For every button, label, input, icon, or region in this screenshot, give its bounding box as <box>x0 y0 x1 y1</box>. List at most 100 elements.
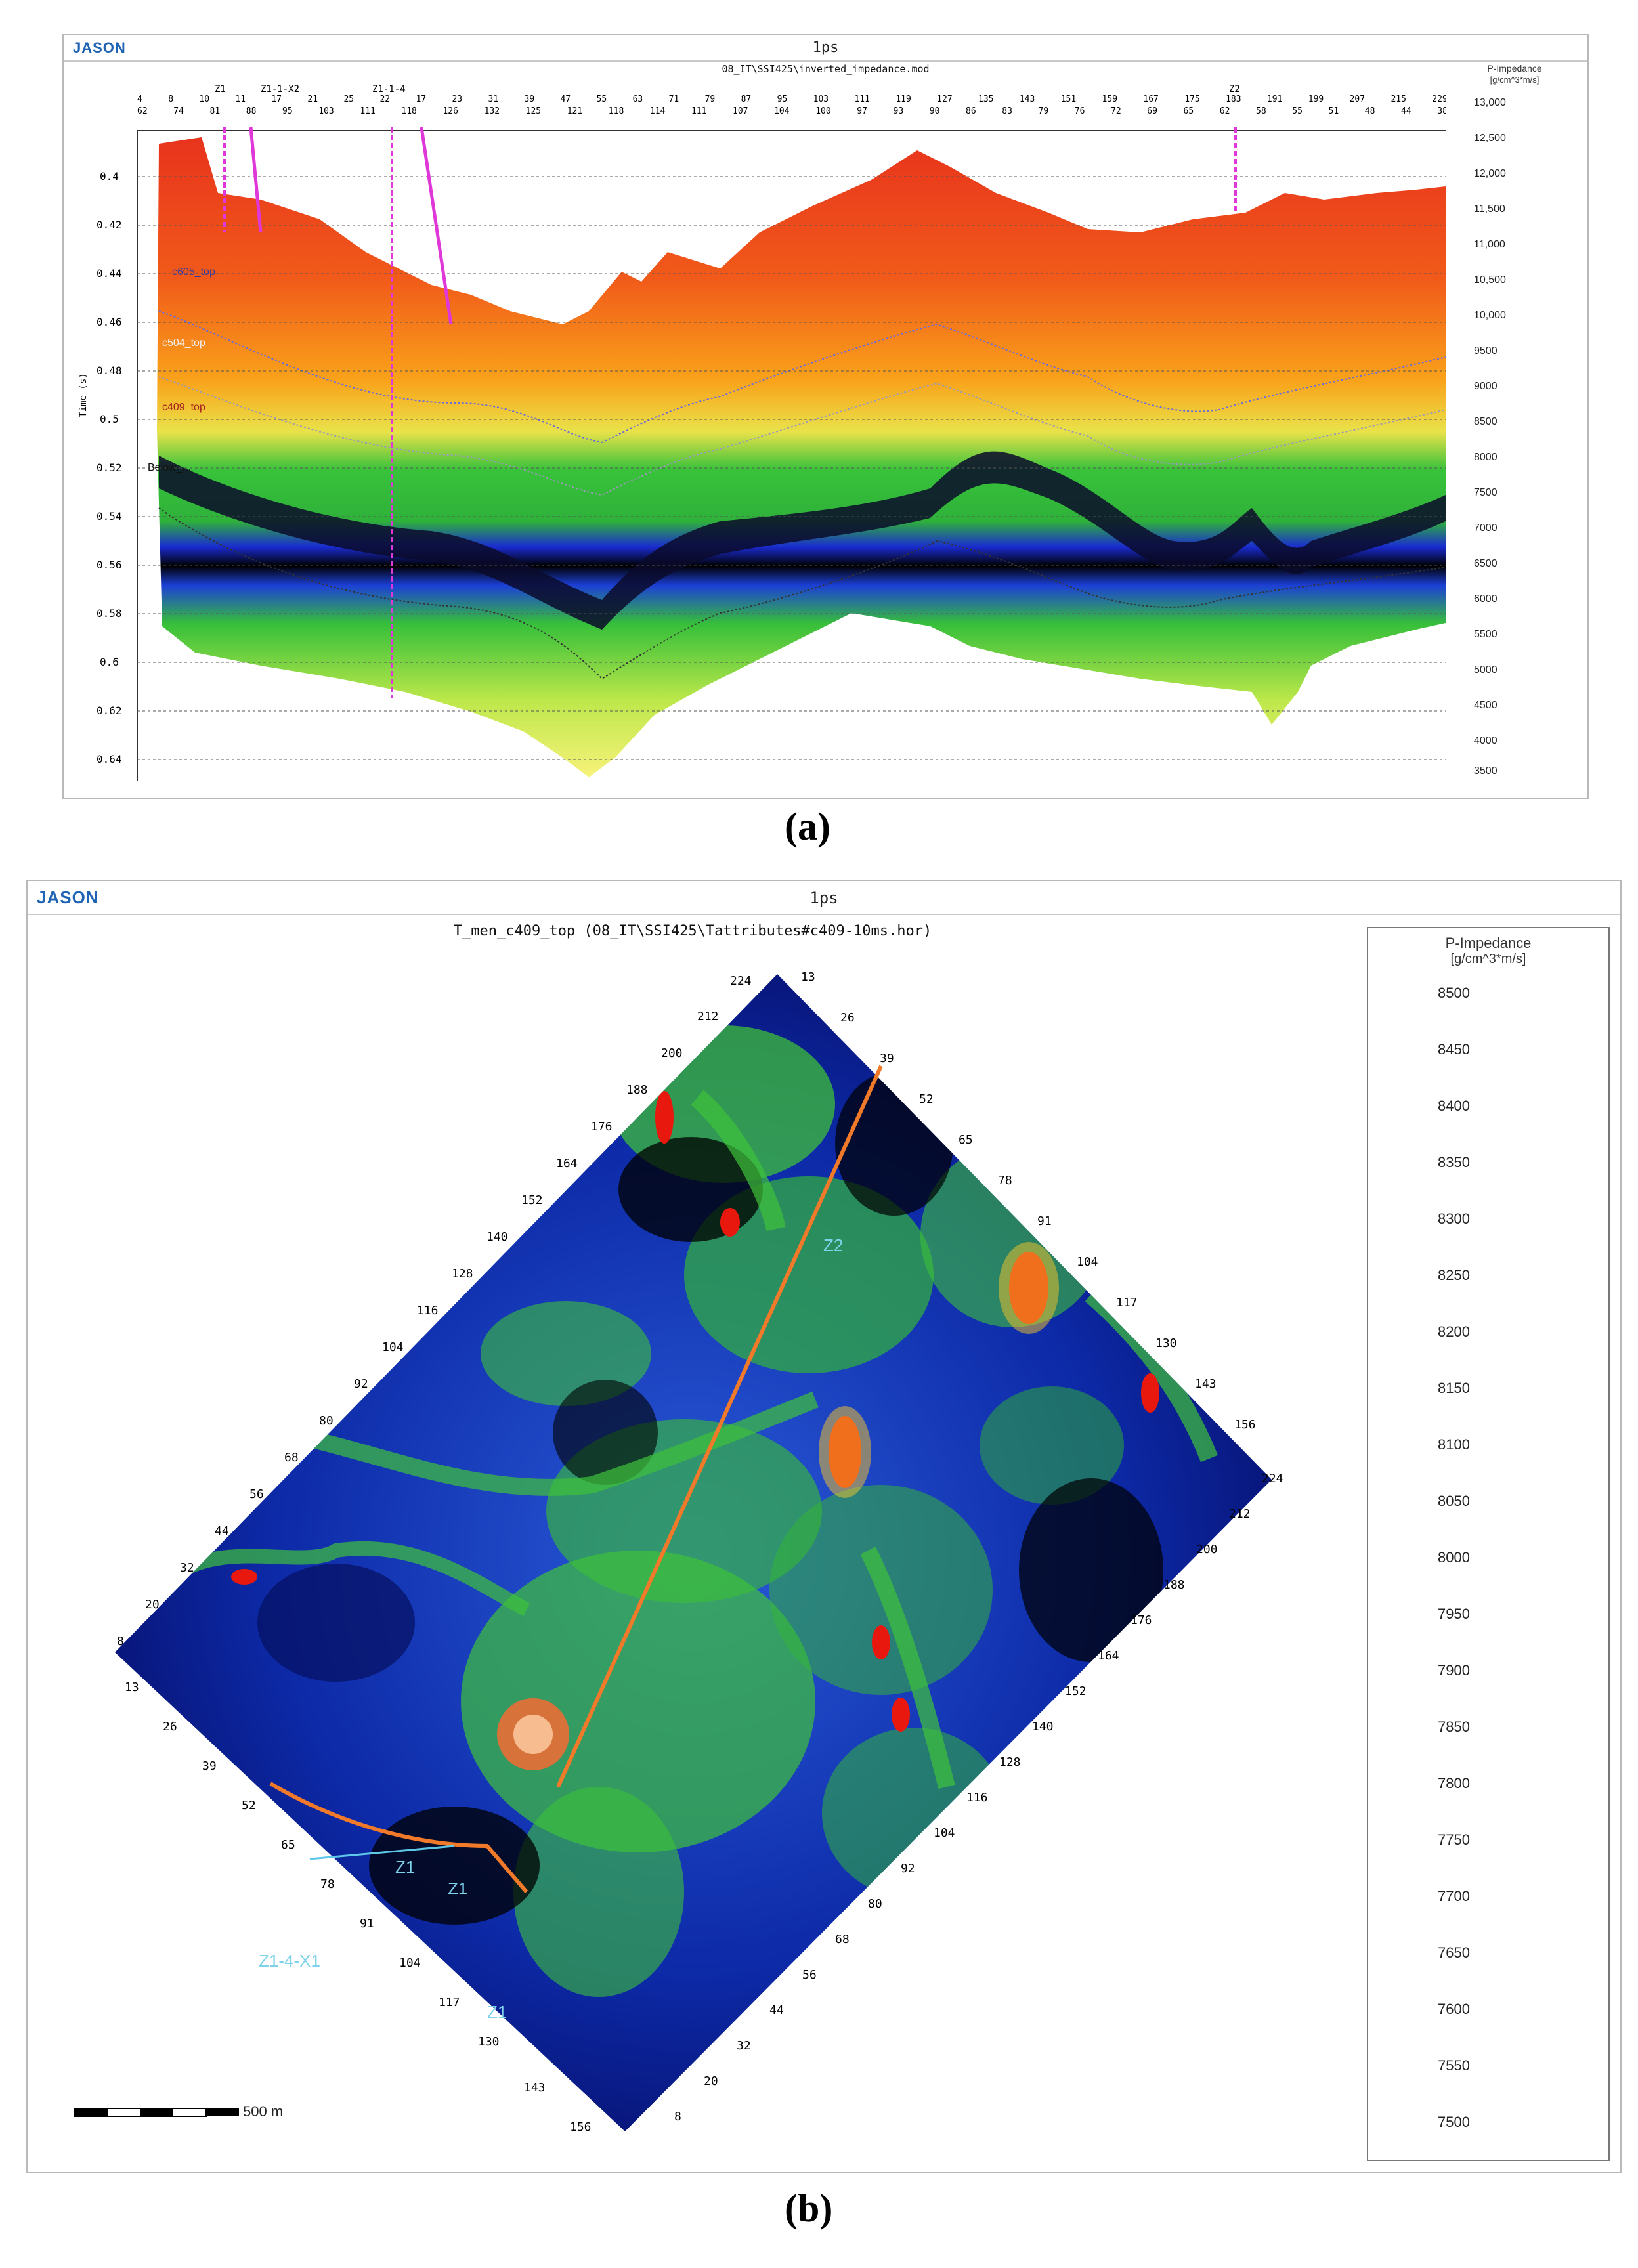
tick: 63 <box>632 95 643 104</box>
edge-label: 224 <box>1262 1472 1283 1486</box>
well-z1-1-x2-trace <box>249 127 263 233</box>
legend-label: 8500 <box>1438 985 1470 1001</box>
edge-label: 164 <box>1098 1649 1119 1663</box>
tick: 151 <box>1060 95 1077 104</box>
edge-label: 104 <box>1077 1255 1098 1269</box>
tick: 229 <box>1432 95 1448 104</box>
tick: 132 <box>484 106 500 116</box>
green-patch <box>481 1301 651 1406</box>
tick: 17 <box>271 95 282 104</box>
tick: 107 <box>733 106 748 116</box>
edge-label: 68 <box>835 1933 850 1946</box>
legend-label: 7800 <box>1438 1775 1470 1791</box>
green-patch <box>684 1176 934 1373</box>
legend-unit: [g/cm^3*m/s] <box>1450 952 1526 966</box>
panel-a-mode-label: 1ps <box>812 39 839 56</box>
panel-a-section-plot[interactable] <box>64 35 1590 800</box>
legend-label: 12,000 <box>1474 168 1506 179</box>
tick: 79 <box>1038 106 1049 116</box>
tick: 207 <box>1349 95 1366 104</box>
legend-label: 8000 <box>1438 1549 1470 1566</box>
caption-b: (b) <box>785 2187 833 2230</box>
edge-label: 68 <box>284 1451 299 1465</box>
legend-label: 11,500 <box>1474 203 1505 215</box>
well-label-z2: Z2 <box>1229 84 1240 95</box>
legend-label: 7950 <box>1438 1606 1470 1622</box>
high-anomaly <box>655 1091 674 1144</box>
tick: 103 <box>318 106 334 116</box>
edge-label: 32 <box>180 1561 194 1575</box>
edge-label: 52 <box>242 1799 256 1812</box>
tick: 38 <box>1437 106 1448 116</box>
panel-a-window: JASON 1ps 08_IT\SSI425\inverted_impedanc… <box>62 34 1589 799</box>
map-well-label-z2: Z2 <box>823 1235 844 1255</box>
low-patch <box>835 1071 953 1216</box>
tick: 199 <box>1308 95 1324 104</box>
legend-label: 4500 <box>1474 700 1498 711</box>
high-anomaly <box>1088 1204 1107 1228</box>
tick: 71 <box>668 95 679 104</box>
edge-label: 32 <box>737 2039 751 2053</box>
tick: 44 <box>1401 106 1412 116</box>
edge-label: 200 <box>1196 1543 1218 1556</box>
edge-label: 130 <box>478 2035 500 2049</box>
high-anomaly <box>999 1242 1059 1334</box>
panel-b-titlebar: JASON 1ps <box>28 881 1620 915</box>
tick: 103 <box>813 95 829 104</box>
map-well-label-z1a: Z1 <box>395 1857 416 1877</box>
tick: 83 <box>1002 106 1012 116</box>
edge-label: 156 <box>1234 1418 1256 1432</box>
tick: 97 <box>857 106 867 116</box>
tick: 126 <box>442 106 458 116</box>
tick: 21 <box>307 95 318 104</box>
well-label-z1-1-4: Z1-1-4 <box>372 84 406 95</box>
tick: 4 <box>137 95 142 104</box>
legend-label: 4000 <box>1474 735 1498 746</box>
edge-label: 200 <box>661 1046 683 1060</box>
tick: 48 <box>1364 106 1375 116</box>
low-patch <box>257 1564 415 1682</box>
well-label-z1: Z1 <box>215 84 226 95</box>
edge-label: 176 <box>591 1120 613 1134</box>
tick: 8 <box>168 95 174 104</box>
legend-label: 8000 <box>1474 452 1498 463</box>
horizon-label-c409: c409_top <box>162 402 205 413</box>
tick: 175 <box>1184 95 1200 104</box>
panel-a-ylabel: Time (s) <box>78 373 89 417</box>
low-impedance-layer <box>159 451 1446 630</box>
well-path-cyan <box>309 1845 455 1860</box>
edge-label: 39 <box>880 1052 894 1065</box>
tick: 143 <box>1019 95 1035 104</box>
tick: 76 <box>1074 106 1085 116</box>
tick: 25 <box>343 95 355 104</box>
tick: 93 <box>893 106 904 116</box>
tick: 167 <box>1143 95 1159 104</box>
panel-a-titlebar: JASON 1ps <box>64 35 1587 62</box>
legend-unit: [g/cm^3*m/s] <box>1490 75 1540 85</box>
panel-b-mode-label: 1ps <box>809 889 838 907</box>
tick: 111 <box>691 106 707 116</box>
top-axis-row1: 4 8 10 11 17 21 25 22 17 23 31 39 47 55 … <box>137 95 1448 104</box>
legend-label: 7600 <box>1438 2001 1470 2017</box>
edge-label: 116 <box>417 1304 439 1317</box>
tick: 127 <box>937 95 953 104</box>
ytick: 0.54 <box>97 510 122 523</box>
tick: 31 <box>488 95 499 104</box>
ytick: 0.58 <box>97 607 122 620</box>
tick: 86 <box>966 106 976 116</box>
green-patch <box>513 1787 684 1997</box>
linear-feature <box>860 1547 955 1789</box>
edge-label: 212 <box>697 1010 719 1023</box>
low-patch <box>369 1807 540 1925</box>
ytick: 0.46 <box>97 316 122 328</box>
legend-label: 9000 <box>1474 381 1498 392</box>
tick: 72 <box>1111 106 1121 116</box>
high-anomaly <box>872 1625 890 1659</box>
edge-label: 91 <box>1037 1214 1052 1228</box>
horizon-label-below: Below_... <box>148 462 191 473</box>
edge-label: 130 <box>1155 1337 1177 1350</box>
tick: 65 <box>1183 106 1194 116</box>
panel-a-brand-logo: JASON <box>73 39 126 56</box>
high-anomaly <box>892 1698 910 1732</box>
panel-b-map[interactable] <box>28 881 1623 2174</box>
